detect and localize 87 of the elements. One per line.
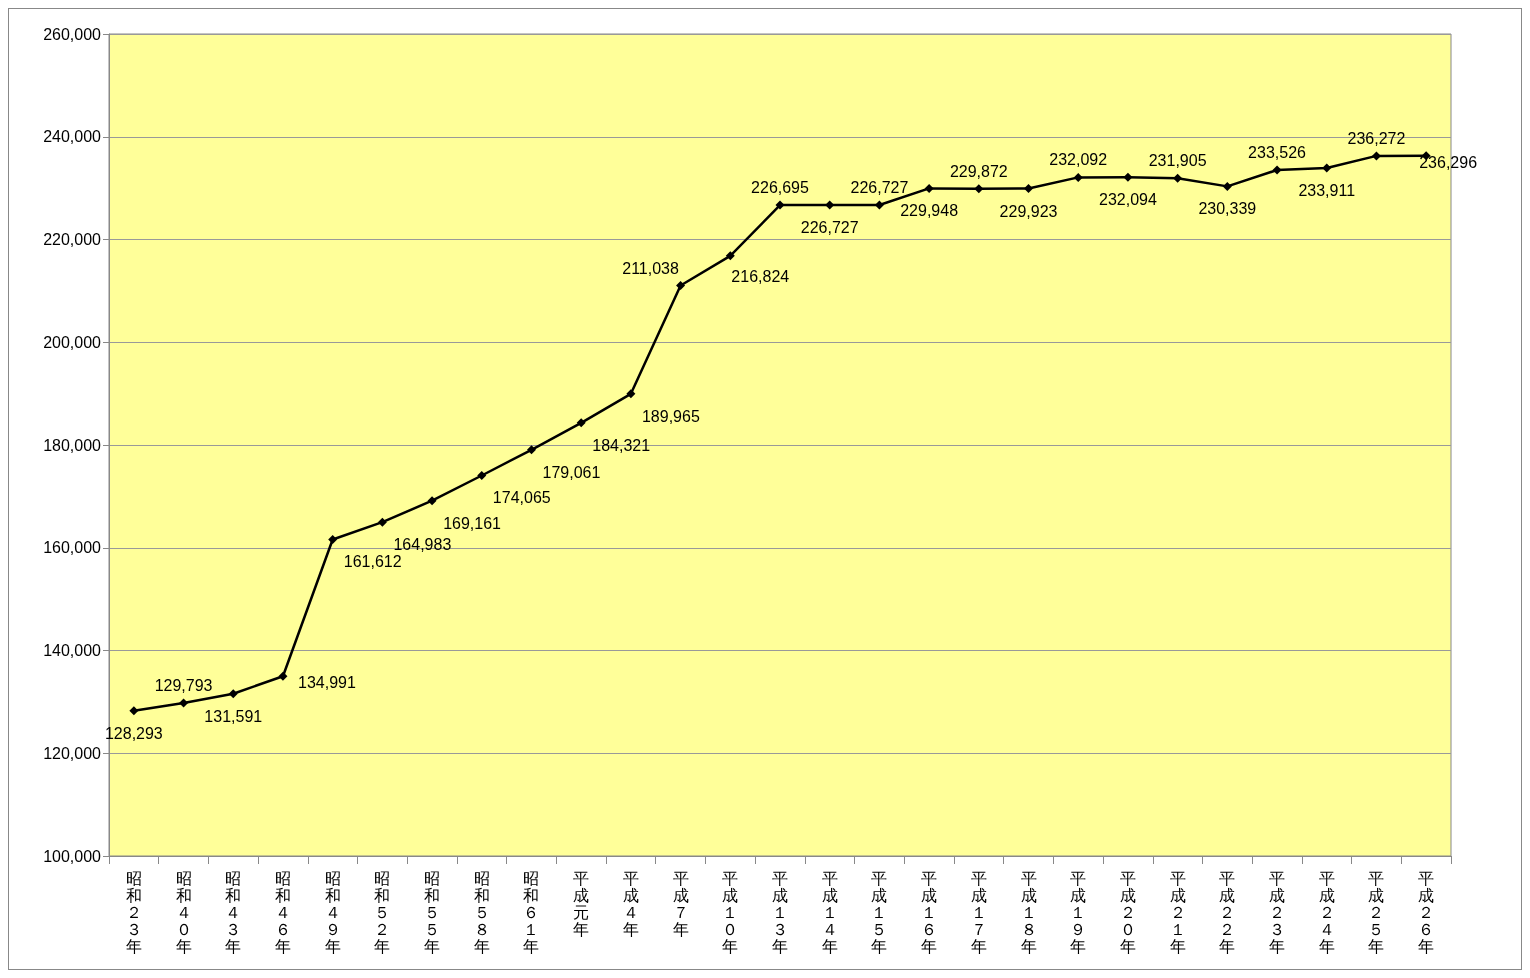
x-tick-label: 平成元年 [573,869,590,939]
y-tick-label: 240,000 [43,128,102,146]
point [278,671,288,681]
x-tick-label: 平成４年 [622,869,639,939]
text: 161,612 [343,553,402,571]
point [626,389,636,399]
x-tick-label: 平成７年 [672,869,689,939]
point [1322,163,1332,173]
x-tick-label: 平成１０年 [722,869,739,956]
text: 229,872 [949,162,1008,180]
y-tick-label: 260,000 [43,25,102,43]
x-tick-label: 平成１６年 [921,869,938,956]
y-tick-label: 180,000 [43,436,102,454]
point [129,706,139,716]
text: 169,161 [443,514,501,532]
text: 236,296 [1419,153,1478,171]
y-tick-label: 140,000 [43,642,102,659]
x-tick-label: 平成２６年 [1418,869,1435,956]
text: 226,695 [751,179,809,197]
x-tick-label: 平成２０年 [1119,869,1136,956]
point [1222,181,1232,191]
x-tick-label: 平成１４年 [821,869,838,956]
point [775,200,785,210]
point [427,496,437,506]
text: 231,905 [1148,152,1207,170]
text: 230,339 [1198,200,1257,218]
y-tick-label: 200,000 [43,333,102,351]
text: 233,911 [1298,182,1356,200]
y-tick-label: 100,000 [43,847,102,865]
x-tick-label: 昭和５５年 [424,869,441,956]
point [477,470,487,480]
point [1123,172,1133,182]
x-tick-label: 平成１９年 [1070,869,1087,956]
point [974,184,984,194]
point [228,689,238,699]
x-tick-label: 平成２３年 [1269,869,1286,956]
point [328,534,338,544]
x-tick-label: 平成２２年 [1219,869,1236,956]
y-tick-label: 220,000 [43,231,102,248]
text: 131,591 [204,707,263,725]
text: 226,727 [850,178,909,196]
x-tick-label: 昭和４３年 [225,869,242,956]
point [179,698,189,708]
point [377,517,387,527]
point [576,418,586,428]
text: 216,824 [731,267,790,285]
text: 229,923 [999,202,1058,220]
point [526,445,536,455]
text: 211,038 [622,259,679,277]
x-tick-label: 昭和２３年 [125,869,142,956]
x-tick-label: 昭和４９年 [324,869,341,956]
x-tick-label: 昭和４０年 [175,869,192,956]
text: 134,991 [298,674,356,692]
x-tick-label: 平成２４年 [1318,869,1335,956]
text: 233,526 [1248,144,1306,162]
text: 232,092 [1049,151,1108,169]
text: 236,272 [1347,129,1406,147]
x-tick-label: 平成１８年 [1020,869,1037,956]
point [1272,165,1282,175]
x-tick-label: 平成１５年 [871,869,888,956]
text: 179,061 [542,463,601,481]
text: 226,727 [800,218,859,236]
point [924,183,934,193]
text: 189,965 [641,407,700,425]
text: 129,793 [154,676,213,694]
y-tick-label: 120,000 [43,744,102,762]
point [676,281,686,291]
point [1371,151,1381,161]
x-tick-label: 平成１７年 [970,869,987,956]
point [1024,184,1034,194]
point [725,251,735,261]
x-tick-label: 昭和５２年 [374,869,391,956]
x-tick-label: 昭和４６年 [274,869,291,956]
point [1073,172,1083,182]
text: 128,293 [104,724,163,742]
x-tick-label: 昭和６１年 [523,869,540,956]
text: 232,094 [1099,191,1157,209]
point [1173,173,1183,183]
x-tick-label: 昭和５８年 [473,869,490,956]
y-tick-label: 160,000 [43,539,102,557]
text: 164,983 [393,536,452,554]
x-tick-label: 平成２５年 [1368,869,1385,956]
x-tick-label: 平成２１年 [1169,869,1186,956]
text: 229,948 [900,202,959,220]
text: 184,321 [592,436,651,454]
x-tick-label: 平成１３年 [772,869,788,956]
text: 174,065 [492,489,551,507]
